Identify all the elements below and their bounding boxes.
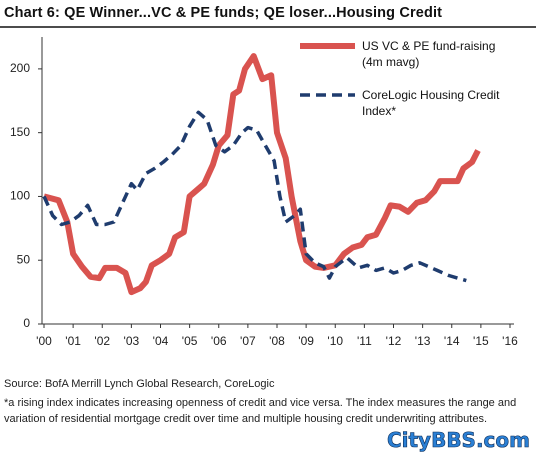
series-line [43,53,481,296]
x-tick-label: '07 [240,334,256,348]
y-tick-label: 150 [10,125,30,139]
x-tick-label: '16 [502,334,518,348]
x-tick-label: '03 [124,334,140,348]
y-tick-label: 0 [23,316,30,330]
x-tick-label: '08 [269,334,285,348]
x-tick-label: '04 [153,334,169,348]
x-tick-label: '10 [327,334,343,348]
x-tick-label: '05 [182,334,198,348]
y-tick-label: 50 [17,252,31,266]
y-tick-label: 100 [10,189,30,203]
x-tick-label: '14 [444,334,460,348]
legend-label: US VC & PE fund-raising (4m mavg) [362,39,496,69]
x-tick-label: '09 [298,334,314,348]
x-tick-label: '15 [473,334,489,348]
x-tick-label: '13 [415,334,431,348]
legend-label: CoreLogic Housing Credit Index* [362,88,500,118]
watermark: CityBBS.com [386,428,531,453]
x-tick-label: '06 [211,334,227,348]
chart: Chart 6: QE Winner...VC & PE funds; QE l… [0,5,536,348]
note: *a rising index indicates increasing ope… [4,397,517,425]
x-tick-label: '11 [357,334,372,348]
x-tick-label: '00 [36,334,52,348]
x-tick-label: '02 [94,334,110,348]
source: Source: BofA Merrill Lynch Global Resear… [4,378,275,390]
y-tick-label: 200 [10,61,30,75]
x-tick-label: '01 [65,334,81,348]
chart-title: Chart 6: QE Winner...VC & PE funds; QE l… [4,5,442,21]
series-line [42,110,467,283]
x-tick-label: '12 [386,334,402,348]
